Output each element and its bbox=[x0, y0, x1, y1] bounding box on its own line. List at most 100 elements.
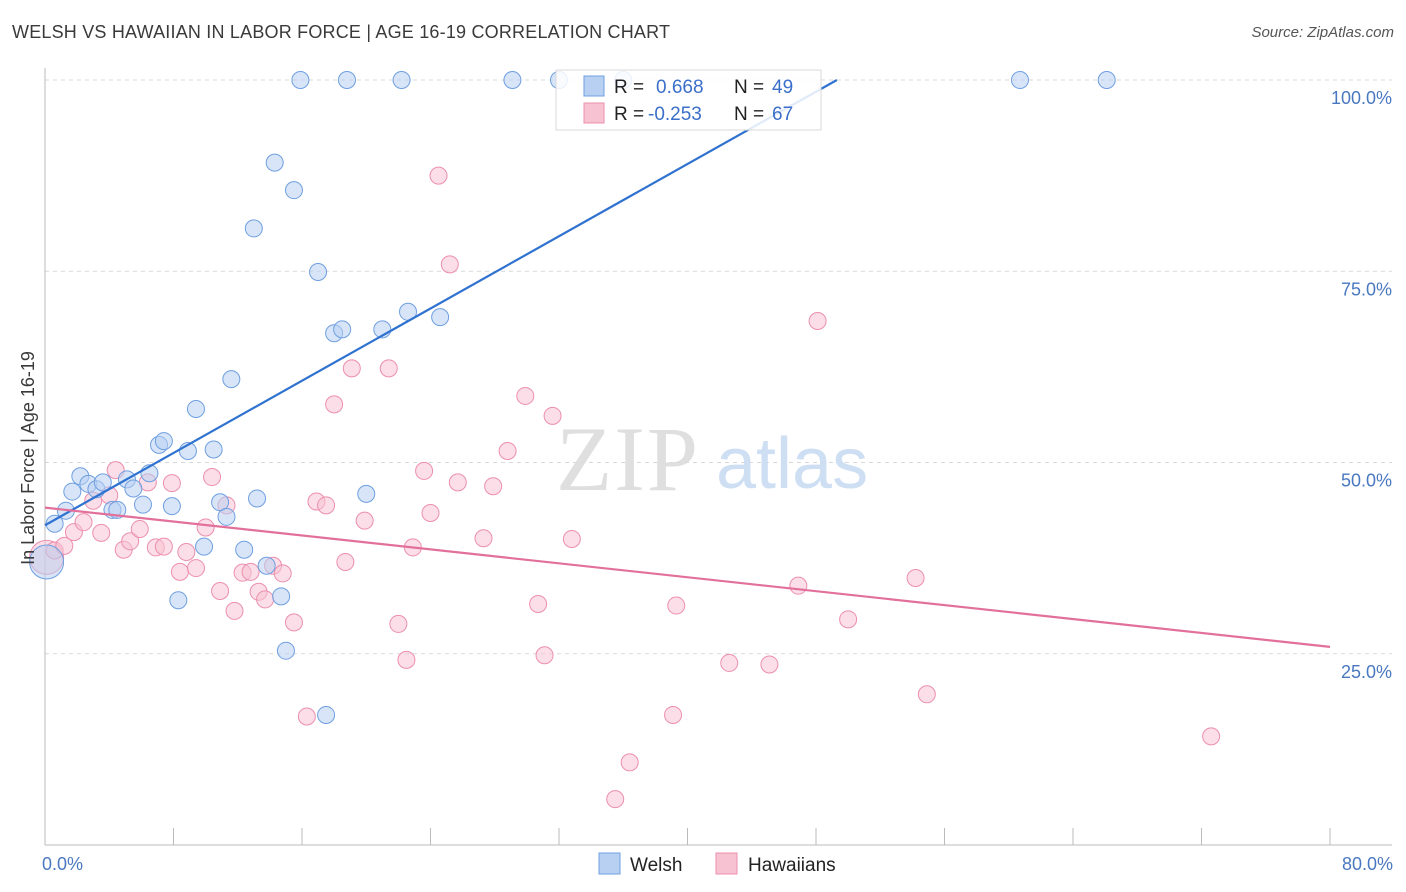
hawaiian-point bbox=[429, 166, 448, 185]
bottom-legend-swatch-hawaiians bbox=[715, 852, 738, 875]
watermark: ZIP atlas bbox=[556, 408, 868, 510]
watermark-atlas: atlas bbox=[716, 424, 868, 504]
axes bbox=[44, 68, 1392, 846]
hawaiian-point bbox=[667, 596, 686, 615]
welsh-point bbox=[29, 544, 65, 580]
legend: R = 0.668 N = 49 R = -0.253 N = 67 bbox=[555, 69, 822, 131]
hawaiian-point bbox=[808, 311, 827, 330]
hawaiian-point bbox=[336, 552, 355, 571]
hawaiian-point bbox=[415, 461, 434, 480]
source-label: Source: ZipAtlas.com bbox=[1251, 24, 1394, 41]
hawaiian-point bbox=[917, 685, 936, 704]
welsh-point bbox=[169, 591, 188, 610]
y-axis-label: In Labor Force | Age 16-19 bbox=[18, 351, 38, 565]
welsh-point bbox=[93, 473, 112, 492]
hawaiian-point bbox=[177, 543, 196, 562]
hawaiian-point bbox=[720, 653, 739, 672]
legend-r-value-welsh: 0.668 bbox=[656, 77, 704, 98]
x-tick-label: 80.0% bbox=[1342, 854, 1393, 874]
hawaiian-point bbox=[196, 518, 215, 537]
welsh-point bbox=[186, 399, 205, 418]
welsh-point bbox=[265, 153, 284, 172]
welsh-point bbox=[222, 370, 241, 389]
hawaiian-point bbox=[325, 395, 344, 414]
hawaiians-points bbox=[29, 166, 1221, 809]
hawaiian-point bbox=[543, 406, 562, 425]
welsh-point bbox=[244, 219, 263, 238]
welsh-point bbox=[357, 484, 376, 503]
hawaiian-point bbox=[342, 359, 361, 378]
legend-n-label-hawaiians: N = bbox=[734, 104, 764, 125]
welsh-point bbox=[317, 705, 336, 724]
hawaiian-point bbox=[397, 650, 416, 669]
hawaiian-point bbox=[440, 255, 459, 274]
hawaiian-point bbox=[562, 530, 581, 548]
hawaiian-point bbox=[906, 569, 925, 588]
welsh-point bbox=[392, 71, 411, 89]
trend-lines bbox=[44, 79, 1331, 648]
hawaiian-point bbox=[284, 613, 303, 632]
welsh-point bbox=[337, 71, 356, 89]
hawaiian-point bbox=[484, 477, 503, 496]
welsh-point bbox=[1010, 71, 1029, 89]
x-tick-label: 0.0% bbox=[42, 854, 83, 874]
bottom-legend-hawaiians: Hawaiians bbox=[748, 855, 836, 876]
hawaiian-point bbox=[130, 520, 149, 539]
hawaiian-point bbox=[203, 468, 222, 487]
hawaiian-point bbox=[74, 513, 93, 532]
hawaiian-point bbox=[162, 474, 181, 493]
welsh-point bbox=[162, 497, 181, 516]
welsh-point bbox=[272, 587, 291, 606]
hawaiian-point bbox=[355, 511, 374, 530]
hawaiian-point bbox=[529, 595, 548, 614]
legend-n-value-hawaiians: 67 bbox=[772, 104, 793, 125]
welsh-point bbox=[309, 263, 328, 282]
hawaiian-point bbox=[474, 529, 493, 548]
legend-swatch-welsh bbox=[583, 75, 605, 97]
hawaiian-point bbox=[379, 359, 398, 378]
hawaiian-point bbox=[92, 523, 111, 542]
welsh-point bbox=[248, 489, 267, 508]
welsh-point bbox=[276, 641, 295, 660]
hawaiian-point bbox=[389, 614, 408, 633]
hawaiian-point bbox=[535, 646, 554, 665]
hawaiian-point bbox=[421, 503, 440, 522]
legend-n-label-welsh: N = bbox=[734, 77, 764, 98]
bottom-legend-welsh: Welsh bbox=[630, 855, 682, 876]
welsh-point bbox=[217, 507, 236, 526]
bottom-legend: Welsh Hawaiians bbox=[598, 852, 836, 876]
y-tick-label: 25.0% bbox=[1341, 662, 1392, 682]
welsh-point bbox=[291, 71, 310, 89]
welsh-point bbox=[503, 71, 522, 89]
hawaiian-trend-line bbox=[44, 506, 1331, 648]
hawaiian-point bbox=[211, 582, 230, 601]
watermark-zip: ZIP bbox=[556, 408, 700, 510]
hawaiian-point bbox=[273, 564, 292, 583]
hawaiian-point bbox=[121, 532, 140, 551]
hawaiian-point bbox=[170, 562, 189, 581]
y-tick-label: 50.0% bbox=[1341, 471, 1392, 491]
hawaiian-point bbox=[55, 536, 74, 555]
chart-title: WELSH VS HAWAIIAN IN LABOR FORCE | AGE 1… bbox=[12, 22, 671, 42]
welsh-point bbox=[235, 540, 254, 559]
welsh-points bbox=[29, 71, 1116, 724]
welsh-point bbox=[333, 320, 352, 339]
legend-r-value-hawaiians: -0.253 bbox=[648, 104, 702, 125]
welsh-point bbox=[284, 181, 303, 200]
hawaiian-point bbox=[620, 753, 639, 772]
welsh-point bbox=[195, 537, 214, 556]
hawaiian-point bbox=[839, 610, 858, 629]
hawaiian-point bbox=[789, 576, 808, 595]
hawaiian-point bbox=[241, 562, 260, 581]
x-tick-labels: 0.0% 80.0% bbox=[42, 854, 1393, 874]
welsh-point bbox=[154, 432, 173, 451]
hawaiian-point bbox=[498, 442, 517, 461]
welsh-point bbox=[124, 479, 143, 498]
welsh-point bbox=[133, 495, 152, 514]
hawaiian-point bbox=[516, 386, 535, 405]
bottom-legend-swatch-welsh bbox=[598, 852, 621, 875]
welsh-point bbox=[431, 308, 450, 327]
welsh-point bbox=[63, 482, 82, 501]
hawaiian-point bbox=[317, 496, 336, 515]
